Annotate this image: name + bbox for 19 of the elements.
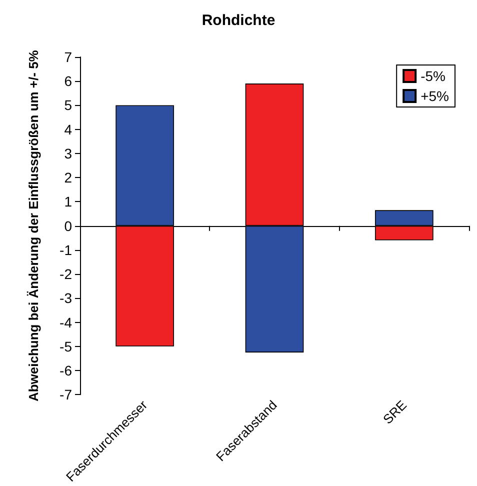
y-tick-label: -1 — [60, 242, 72, 258]
y-tick-label: -5 — [60, 338, 72, 354]
y-tick-label: 2 — [64, 170, 72, 186]
y-tick-label: -2 — [60, 266, 72, 282]
y-tick-label: 5 — [64, 97, 72, 114]
y-tick-label: 4 — [64, 121, 72, 138]
y-tick-label: 7 — [64, 49, 72, 65]
chart-title: Rohdichte — [202, 12, 276, 29]
y-tick-label: -7 — [60, 386, 72, 403]
y-axis-title: Abweichung bei Änderung der Einflussgrößen um +/- 5% — [26, 50, 41, 402]
y-tick-label: -6 — [60, 362, 72, 379]
y-tick-label: -4 — [60, 314, 72, 330]
legend-label: -5% — [420, 68, 446, 84]
legend-label: +5% — [420, 88, 450, 104]
y-tick-label: 0 — [64, 218, 72, 234]
y-tick-label: 3 — [64, 145, 72, 162]
y-tick-label: -3 — [60, 290, 72, 306]
y-tick-label: 1 — [64, 194, 72, 210]
y-tick-label: 6 — [64, 73, 72, 90]
